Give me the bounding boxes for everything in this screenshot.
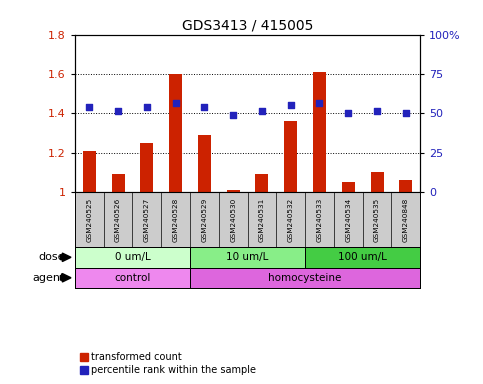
Bar <box>83 151 96 192</box>
Point <box>315 100 323 106</box>
Point <box>143 104 151 111</box>
Point <box>258 108 266 114</box>
Point <box>85 104 93 111</box>
Text: GSM240534: GSM240534 <box>345 197 351 242</box>
Text: homocysteine: homocysteine <box>269 273 342 283</box>
Text: GSM240535: GSM240535 <box>374 197 380 242</box>
Text: GSM240532: GSM240532 <box>288 197 294 242</box>
Point <box>344 110 352 116</box>
Text: GSM240529: GSM240529 <box>201 197 207 242</box>
Bar <box>227 190 240 192</box>
Bar <box>75 247 190 268</box>
Bar <box>112 174 125 192</box>
Bar <box>342 182 355 192</box>
Bar <box>256 174 269 192</box>
Text: agent: agent <box>33 273 65 283</box>
Point <box>172 100 180 106</box>
Text: GSM240526: GSM240526 <box>115 197 121 242</box>
Bar <box>141 143 153 192</box>
Bar <box>305 247 420 268</box>
Point <box>229 112 237 118</box>
Bar <box>169 74 182 192</box>
Bar <box>399 180 412 192</box>
Text: GSM240528: GSM240528 <box>172 197 179 242</box>
Text: GSM240527: GSM240527 <box>144 197 150 242</box>
Text: dose: dose <box>39 252 65 262</box>
Text: control: control <box>114 273 151 283</box>
Bar <box>284 121 297 192</box>
Bar <box>370 172 384 192</box>
Text: GSM240525: GSM240525 <box>86 197 92 242</box>
Text: GSM240848: GSM240848 <box>403 197 409 242</box>
Bar <box>198 135 211 192</box>
Legend: transformed count, percentile rank within the sample: transformed count, percentile rank withi… <box>80 353 256 375</box>
Bar <box>190 268 420 288</box>
Point <box>287 102 295 108</box>
Text: 100 um/L: 100 um/L <box>338 252 387 262</box>
Text: GSM240533: GSM240533 <box>316 197 323 242</box>
Point <box>114 108 122 114</box>
Title: GDS3413 / 415005: GDS3413 / 415005 <box>182 18 313 32</box>
Bar <box>313 72 326 192</box>
FancyArrow shape <box>60 253 71 262</box>
Point <box>200 104 208 111</box>
Bar <box>190 247 305 268</box>
Point <box>402 110 410 116</box>
FancyArrow shape <box>60 273 71 282</box>
Bar <box>75 268 190 288</box>
Text: GSM240531: GSM240531 <box>259 197 265 242</box>
Text: GSM240530: GSM240530 <box>230 197 236 242</box>
Text: 10 um/L: 10 um/L <box>227 252 269 262</box>
Point <box>373 108 381 114</box>
Text: 0 um/L: 0 um/L <box>114 252 150 262</box>
